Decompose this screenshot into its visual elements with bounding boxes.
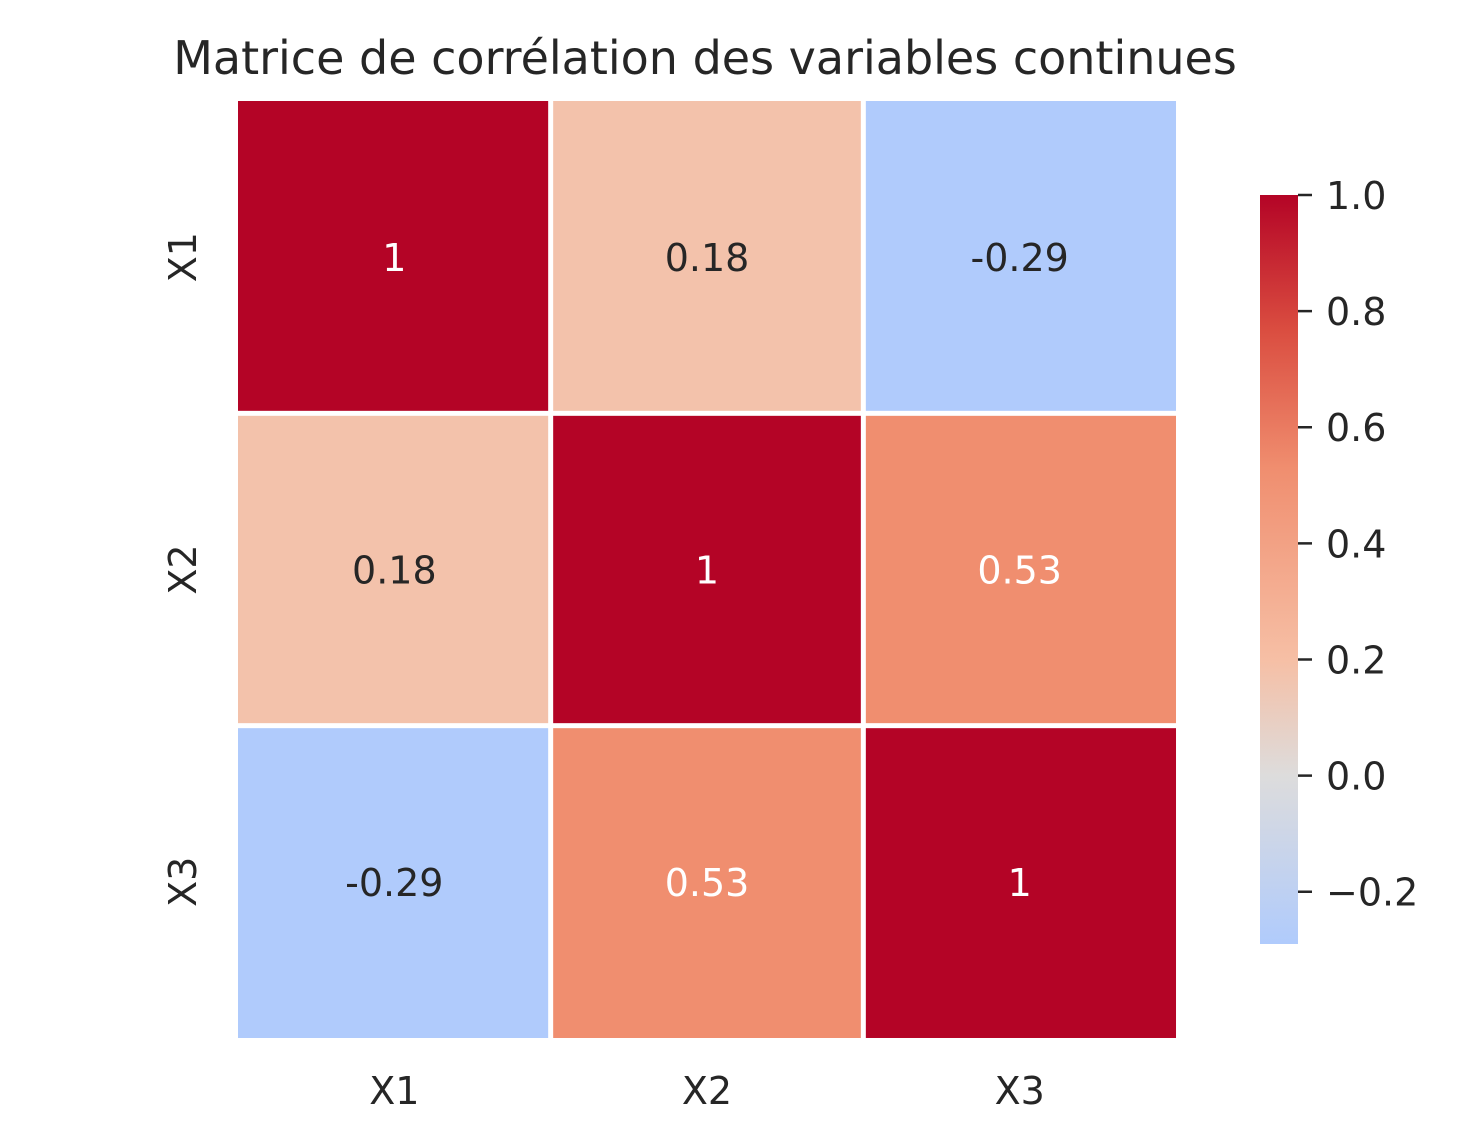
colorbar-tick-label: 0.2 (1326, 638, 1386, 682)
y-tick-label: X1 (161, 232, 205, 282)
colorbar-tick-label: 0.8 (1326, 290, 1386, 334)
x-axis-tick-labels: X1 X2 X3 (369, 1069, 1045, 1113)
heatmap-cell-label: 1 (1008, 861, 1032, 905)
heatmap-cell-label: 0.53 (665, 861, 750, 905)
x-tick-label: X2 (682, 1069, 732, 1113)
heatmap-cell-x3-x3 (865, 728, 1177, 1038)
heatmap-cell-x2-x3 (865, 415, 1177, 724)
colorbar-ticks: 1.0 0.8 0.6 0.4 0.2 0.0 −0.2 (1298, 174, 1418, 915)
heatmap-cell-label: -0.29 (971, 236, 1069, 280)
x-tick-label: X1 (369, 1069, 419, 1113)
heatmap-cell-label: 1 (695, 548, 719, 592)
heatmap-cell-x2-x2 (553, 415, 861, 724)
heatmap-cells (238, 101, 1177, 1038)
heatmap-cell-x1-x1 (238, 101, 549, 411)
colorbar-tick-label: 1.0 (1326, 174, 1386, 218)
colorbar-tick-label: −0.2 (1326, 871, 1418, 915)
colorbar-tick-label: 0.6 (1326, 406, 1386, 450)
heatmap-cell-label: 0.18 (352, 548, 437, 592)
heatmap-cell-x3-x2 (553, 728, 861, 1038)
colorbar-gradient-bar (1260, 195, 1298, 944)
y-axis-tick-labels: X1 X2 X3 (161, 232, 205, 907)
heatmap-cell-label: 0.53 (977, 548, 1062, 592)
y-tick-label: X2 (161, 544, 205, 594)
colorbar: 1.0 0.8 0.6 0.4 0.2 0.0 −0.2 (1260, 174, 1418, 944)
colorbar-tick-label: 0.4 (1326, 522, 1386, 566)
x-tick-label: X3 (995, 1069, 1045, 1113)
heatmap-cell-label: 1 (382, 236, 406, 280)
heatmap-cell-x1-x2 (553, 101, 861, 411)
heatmap-cell-label: 0.18 (665, 236, 750, 280)
heatmap-cell-x1-x3 (865, 101, 1177, 411)
chart-title: Matrice de corrélation des variables con… (173, 31, 1237, 85)
heatmap-cell-x2-x1 (238, 415, 549, 724)
colorbar-tick-label: 0.0 (1326, 755, 1386, 799)
heatmap-cell-x3-x1 (238, 728, 549, 1038)
heatmap-cell-labels: 1 0.18 -0.29 0.18 1 0.53 -0.29 0.53 1 (345, 236, 1069, 905)
y-tick-label: X3 (161, 857, 205, 907)
heatmap-cell-label: -0.29 (345, 861, 443, 905)
